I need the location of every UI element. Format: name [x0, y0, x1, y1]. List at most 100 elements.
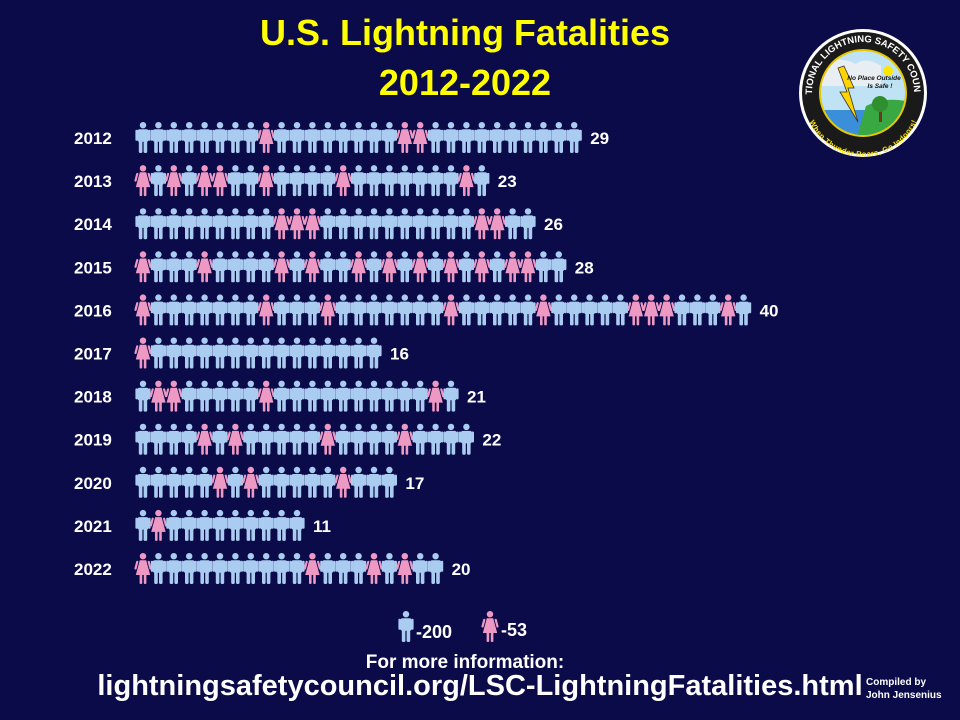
male-figure-icon — [458, 208, 474, 240]
row-2021: 2021 11 — [74, 509, 331, 541]
male-figure-icon — [397, 165, 413, 197]
credit-line1: Compiled by — [866, 677, 927, 688]
male-figure-icon — [181, 251, 197, 283]
count-label: 40 — [760, 301, 779, 320]
male-figure-icon — [736, 294, 752, 326]
row-2014: 2014 26 — [74, 208, 563, 240]
year-label: 2014 — [74, 215, 112, 234]
male-figure-icon — [135, 423, 151, 455]
male-figure-icon — [212, 294, 228, 326]
year-label: 2017 — [74, 345, 112, 364]
male-figure-icon — [197, 294, 213, 326]
male-figure-icon — [212, 337, 228, 369]
male-figure-icon — [381, 122, 397, 153]
male-figure-icon — [304, 423, 320, 455]
male-figure-icon — [181, 208, 197, 240]
male-figure-icon — [135, 466, 151, 498]
male-figure-icon — [351, 337, 367, 369]
male-figure-icon — [227, 122, 243, 153]
female-figure-icon — [288, 208, 306, 240]
male-figure-icon — [212, 509, 228, 541]
female-figure-icon — [442, 294, 460, 326]
male-figure-icon — [443, 122, 459, 153]
female-figure-icon — [334, 466, 353, 498]
female-figure-icon — [411, 122, 430, 153]
male-figure-icon — [258, 208, 274, 240]
female-figure-icon — [318, 423, 337, 455]
male-figure-icon — [428, 423, 444, 455]
male-figure-icon — [320, 553, 336, 584]
male-figure-icon — [566, 294, 582, 326]
female-figure-icon — [349, 251, 368, 283]
male-figure-icon — [135, 208, 151, 240]
male-figure-icon — [381, 208, 397, 240]
count-label: 20 — [452, 560, 471, 579]
year-label: 2015 — [74, 258, 112, 277]
male-figure-icon — [181, 423, 197, 455]
row-2015: 2015 28 — [74, 251, 594, 283]
male-figure-icon — [274, 122, 290, 153]
male-figure-icon — [150, 122, 166, 153]
row-2016: 2016 40 — [74, 294, 779, 326]
male-figure-icon — [150, 337, 166, 369]
male-figure-icon — [289, 509, 305, 541]
female-figure-icon — [257, 380, 276, 412]
male-figure-icon — [335, 208, 351, 240]
credit-line2: John Jensenius — [866, 690, 942, 701]
male-figure-icon — [335, 380, 351, 412]
male-figure-icon — [582, 294, 598, 326]
male-figure-icon — [366, 165, 382, 197]
male-figure-icon — [197, 509, 213, 541]
count-label: 16 — [390, 345, 409, 364]
male-figure-icon — [258, 553, 274, 584]
male-figure-icon — [474, 122, 490, 153]
male-figure-icon — [304, 337, 320, 369]
male-figure-icon — [443, 208, 459, 240]
male-figure-icon — [304, 165, 320, 197]
male-figure-icon — [274, 553, 290, 584]
male-figure-icon — [227, 466, 243, 498]
male-figure-icon — [274, 380, 290, 412]
chart-title-line1: U.S. Lightning Fatalities — [259, 12, 670, 53]
male-figure-icon — [335, 423, 351, 455]
male-figure-icon — [351, 165, 367, 197]
male-figure-icon — [705, 294, 721, 326]
male-figure-icon — [197, 553, 213, 584]
female-figure-icon — [226, 423, 245, 455]
female-figure-icon — [442, 251, 460, 283]
male-figure-icon — [150, 553, 166, 584]
male-figure-icon — [474, 165, 490, 197]
male-figure-icon — [566, 122, 582, 153]
male-figure-icon — [428, 208, 444, 240]
male-figure-icon — [227, 208, 243, 240]
male-figure-icon — [166, 208, 182, 240]
male-figure-icon — [366, 466, 382, 498]
female-figure-icon — [503, 251, 522, 283]
male-figure-icon — [150, 251, 166, 283]
info-url-link[interactable]: lightningsafetycouncil.org/LSC-Lightning… — [97, 670, 863, 702]
male-figure-icon — [227, 165, 243, 197]
male-figure-icon — [458, 294, 474, 326]
male-figure-icon — [197, 466, 213, 498]
male-figure-icon — [289, 553, 305, 584]
male-figure-icon — [428, 165, 444, 197]
female-figure-icon — [149, 509, 168, 541]
male-figure-icon — [243, 294, 259, 326]
female-figure-icon — [241, 466, 260, 498]
male-figure-icon — [489, 294, 505, 326]
female-figure-icon — [134, 553, 152, 584]
female-figure-icon — [472, 251, 491, 283]
male-figure-icon — [535, 122, 551, 153]
male-figure-icon — [227, 294, 243, 326]
male-figure-icon — [289, 165, 305, 197]
male-figure-icon — [412, 380, 428, 412]
male-figure-icon — [150, 165, 166, 197]
count-label: 11 — [313, 517, 331, 536]
male-figure-icon — [243, 165, 259, 197]
female-figure-icon — [257, 294, 276, 326]
female-figure-icon — [426, 380, 445, 412]
male-figure-icon — [381, 466, 397, 498]
male-figure-icon — [304, 294, 320, 326]
count-label: 23 — [498, 172, 517, 191]
male-figure-icon — [351, 208, 367, 240]
